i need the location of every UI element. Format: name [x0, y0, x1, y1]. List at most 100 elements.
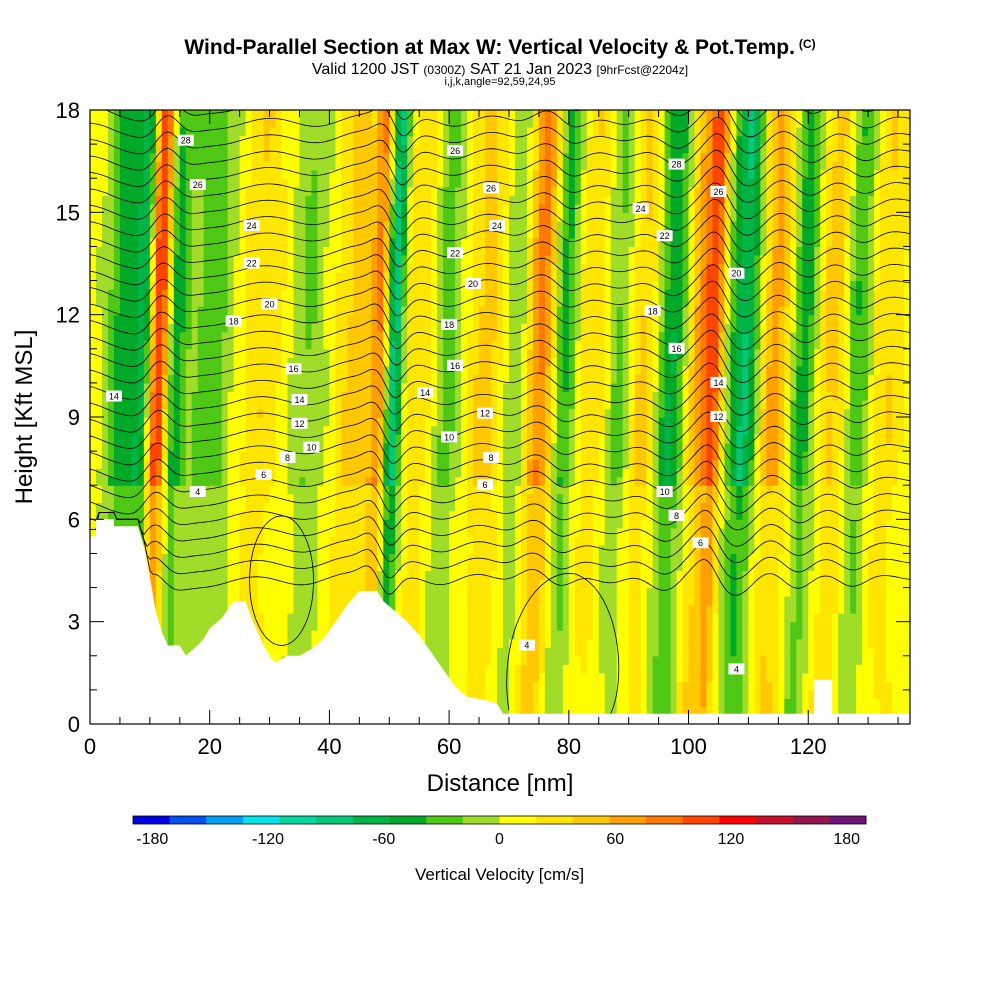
velocity-cell [329, 263, 337, 273]
velocity-cell [419, 212, 426, 222]
velocity-cell [347, 314, 354, 324]
velocity-cell [437, 417, 444, 427]
velocity-cell [215, 570, 223, 580]
velocity-cell [191, 570, 199, 580]
velocity-cell [329, 254, 337, 265]
velocity-cell [167, 451, 175, 461]
velocity-cell [263, 357, 271, 367]
velocity-cell [173, 357, 181, 367]
velocity-cell [455, 297, 462, 307]
velocity-cell [497, 323, 504, 333]
velocity-cell [383, 510, 390, 520]
velocity-cell [317, 314, 325, 324]
velocity-cell [191, 297, 199, 307]
velocity-cell [95, 246, 103, 256]
velocity-cell [467, 152, 474, 162]
velocity-cell [413, 434, 420, 444]
velocity-cell [305, 638, 313, 648]
velocity-cell [227, 391, 235, 401]
velocity-cell [419, 297, 426, 307]
velocity-cell [257, 519, 265, 529]
velocity-cell [473, 630, 480, 640]
velocity-cell [90, 314, 97, 324]
velocity-cell [353, 493, 360, 503]
velocity-cell [179, 280, 187, 290]
velocity-cell [419, 340, 426, 350]
velocity-cell [383, 374, 390, 384]
velocity-cell [425, 110, 432, 120]
velocity-cell [221, 434, 229, 444]
velocity-cell [233, 254, 241, 265]
velocity-cell [287, 212, 295, 222]
velocity-cell [329, 425, 337, 435]
velocity-cell [90, 229, 97, 239]
velocity-cell [125, 399, 133, 410]
velocity-cell [413, 127, 420, 137]
velocity-cell [461, 442, 468, 452]
velocity-cell [245, 561, 253, 572]
velocity-cell [443, 272, 450, 282]
velocity-cell [119, 417, 127, 427]
velocity-cell [275, 254, 283, 265]
velocity-cell [197, 340, 205, 350]
velocity-cell [119, 289, 127, 299]
velocity-cell [239, 587, 247, 597]
velocity-cell [407, 357, 414, 367]
velocity-cell [131, 357, 139, 367]
velocity-cell [485, 621, 492, 631]
velocity-cell [149, 493, 157, 503]
velocity-cell [461, 451, 468, 461]
velocity-cell [143, 408, 151, 418]
velocity-cell [461, 340, 468, 350]
velocity-cell [263, 561, 271, 572]
velocity-cell [455, 263, 462, 273]
velocity-cell [479, 135, 486, 145]
velocity-cell [239, 237, 247, 248]
velocity-cell [305, 510, 313, 520]
velocity-cell [293, 596, 301, 606]
velocity-cell [467, 357, 474, 367]
velocity-cell [365, 485, 372, 495]
velocity-cell [461, 212, 468, 222]
velocity-cell [113, 220, 121, 230]
velocity-cell [95, 331, 103, 341]
velocity-cell [347, 110, 354, 120]
velocity-cell [251, 297, 259, 307]
velocity-cell [113, 254, 121, 265]
velocity-cell [353, 246, 360, 256]
velocity-cell [479, 127, 486, 137]
velocity-cell [335, 561, 342, 572]
velocity-cell [113, 476, 121, 486]
velocity-cell [269, 417, 277, 427]
velocity-cell [353, 570, 360, 580]
velocity-cell [502, 596, 510, 606]
velocity-cell [359, 544, 366, 555]
velocity-cell [131, 468, 139, 478]
velocity-cell [197, 246, 205, 256]
velocity-cell [281, 536, 289, 546]
velocity-cell [383, 203, 390, 213]
velocity-cell [425, 297, 432, 307]
velocity-cell [395, 442, 402, 452]
velocity-cell [353, 135, 360, 145]
velocity-cell [449, 579, 456, 589]
velocity-cell [233, 161, 241, 171]
velocity-cell [491, 468, 498, 478]
velocity-cell [209, 127, 217, 137]
velocity-cell [281, 331, 289, 341]
velocity-cell [479, 630, 486, 640]
velocity-cell [461, 502, 468, 512]
velocity-cell [395, 382, 402, 393]
velocity-cell [425, 408, 432, 418]
velocity-cell [173, 348, 181, 358]
velocity-cell [491, 689, 498, 700]
velocity-cell [485, 152, 492, 162]
velocity-cell [437, 553, 444, 563]
velocity-cell [413, 186, 420, 196]
velocity-cell [215, 357, 223, 367]
velocity-cell [443, 229, 450, 239]
velocity-cell [269, 289, 277, 299]
velocity-cell [143, 186, 151, 196]
velocity-cell [461, 110, 468, 120]
velocity-cell [419, 630, 426, 640]
